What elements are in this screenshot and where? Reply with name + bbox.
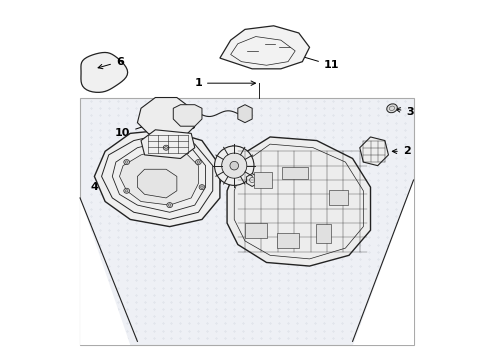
Text: 5: 5 [212,146,234,199]
Ellipse shape [160,113,172,125]
Polygon shape [220,26,310,69]
Polygon shape [353,180,414,345]
Polygon shape [360,137,389,166]
Text: 10: 10 [115,120,163,138]
Ellipse shape [169,204,171,206]
Ellipse shape [196,159,201,165]
Ellipse shape [221,153,247,178]
Ellipse shape [173,135,177,139]
Ellipse shape [152,105,180,134]
Text: 4: 4 [90,181,109,192]
Polygon shape [246,174,258,186]
Ellipse shape [201,186,203,188]
FancyBboxPatch shape [277,233,299,248]
Text: 9: 9 [248,174,256,212]
Ellipse shape [199,185,205,190]
Text: 7: 7 [126,143,148,153]
Ellipse shape [125,161,128,163]
Polygon shape [95,130,220,226]
Ellipse shape [163,145,169,150]
Text: 3: 3 [396,107,414,117]
Polygon shape [80,198,130,345]
Ellipse shape [236,49,240,53]
Polygon shape [81,53,128,93]
Ellipse shape [197,161,199,163]
Text: 2: 2 [392,146,411,156]
Ellipse shape [165,147,168,149]
Ellipse shape [167,203,172,208]
FancyBboxPatch shape [80,98,414,345]
FancyBboxPatch shape [282,167,308,179]
Polygon shape [141,130,195,158]
Text: 1: 1 [194,78,255,88]
FancyBboxPatch shape [329,190,347,206]
Polygon shape [141,116,188,140]
Polygon shape [120,148,198,205]
Polygon shape [173,105,202,126]
Ellipse shape [125,189,128,192]
Text: 8: 8 [178,116,195,131]
Ellipse shape [387,104,397,113]
Ellipse shape [124,159,129,165]
Text: 11: 11 [299,55,340,70]
Ellipse shape [230,161,239,170]
Ellipse shape [124,188,129,193]
Ellipse shape [171,111,179,117]
Polygon shape [137,98,195,140]
FancyBboxPatch shape [245,223,267,238]
Ellipse shape [215,146,254,185]
FancyBboxPatch shape [317,225,331,243]
Polygon shape [238,105,252,123]
Polygon shape [137,169,177,198]
Polygon shape [227,137,370,266]
FancyBboxPatch shape [254,172,272,188]
Ellipse shape [155,135,159,139]
Text: 6: 6 [98,57,124,69]
Ellipse shape [164,135,168,139]
